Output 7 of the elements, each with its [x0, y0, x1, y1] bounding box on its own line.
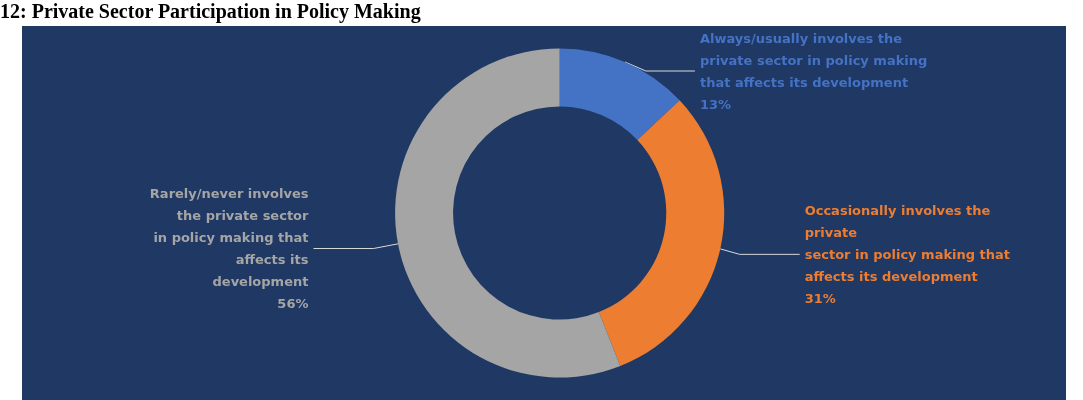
- slice-label: Always/usually involves the private sector in policy making that affects its development: [699, 30, 928, 90]
- slice-label: Occasionally involves the private sector in policy making that affects its development: [804, 202, 1011, 284]
- data-label: 56%: [277, 296, 309, 312]
- slice-label: Rarely/never involves the private sector in policy making that affects its development: [149, 186, 310, 290]
- data-label: 13%: [699, 96, 732, 112]
- data-label: 31%: [804, 290, 836, 306]
- chart-title: 12: Private Sector Participation in Policy Making: [0, 0, 421, 23]
